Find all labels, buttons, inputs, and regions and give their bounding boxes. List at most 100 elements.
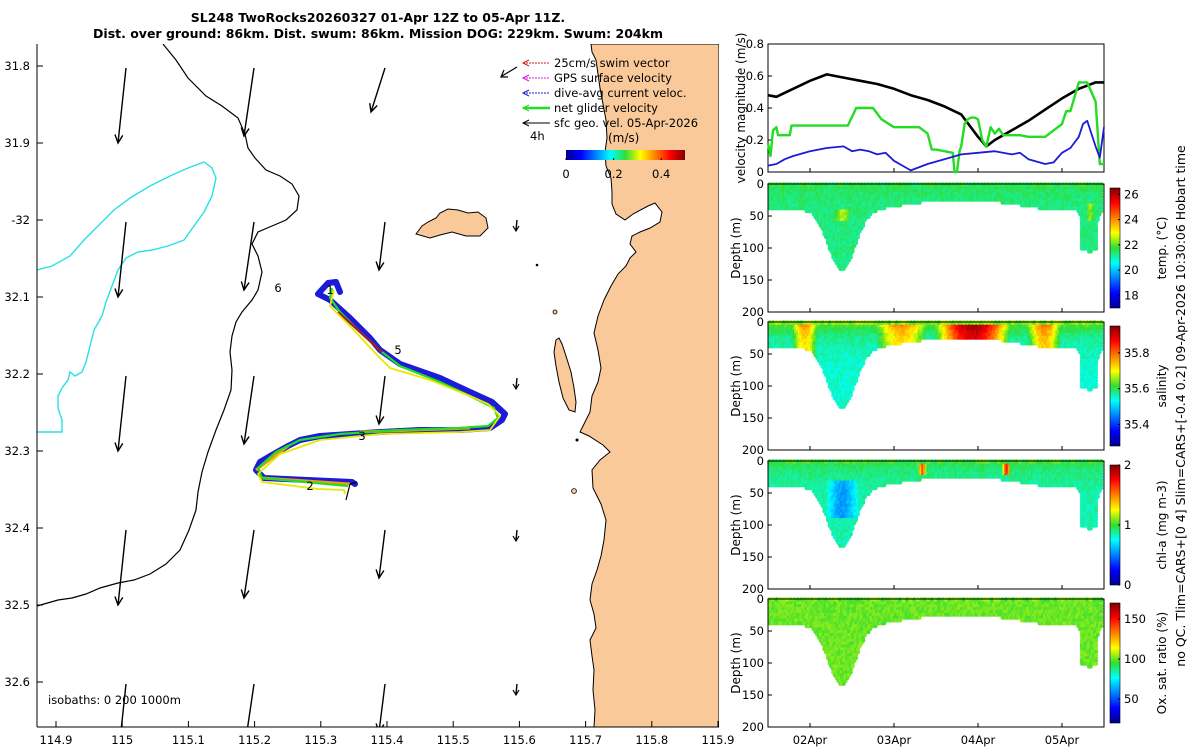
section-y-tick-label: 100 xyxy=(742,379,764,393)
section-point xyxy=(940,182,945,188)
section-y-tick-label: 100 xyxy=(742,241,764,255)
section-ylabel: Depth (m) xyxy=(729,355,743,416)
section-point xyxy=(820,182,825,188)
section-point xyxy=(827,182,833,188)
section-y-tick-label: 50 xyxy=(749,347,764,361)
surface-velocity-arrow xyxy=(114,67,127,145)
section-point xyxy=(1093,232,1099,237)
surface-velocity-arrow xyxy=(375,375,386,426)
islet xyxy=(575,438,579,442)
surface-velocity-arrow xyxy=(500,66,518,78)
map-y-tick-label: 31.9 xyxy=(4,136,30,150)
section-point xyxy=(943,182,949,188)
land-island-rottnest xyxy=(415,208,489,239)
section-point xyxy=(774,182,780,188)
section-point xyxy=(1070,182,1076,188)
velocity-axes-box xyxy=(767,43,1105,173)
section-point xyxy=(1021,182,1027,188)
track-day-label: 2 xyxy=(306,479,313,493)
section-point xyxy=(852,182,857,188)
section-colorbar-tick-label: 26 xyxy=(1124,187,1139,201)
section-point xyxy=(854,240,859,245)
section-point xyxy=(834,182,840,188)
map-x-ticks: 114.9 115 115.1 115.2 115.3 115.4 115.5 115.6 11… xyxy=(40,721,734,747)
section-point xyxy=(1098,320,1104,325)
map-x-tick-label: 115.2 xyxy=(238,733,271,747)
surface-velocity-arrow xyxy=(114,221,127,299)
section-point xyxy=(1084,182,1090,188)
surface-velocity-arrow xyxy=(515,683,518,695)
section-point xyxy=(936,182,942,188)
section-point xyxy=(996,182,1002,188)
section-point xyxy=(901,182,907,188)
section-point xyxy=(806,182,811,188)
legend-4h-label: 4h xyxy=(530,129,545,143)
section-point xyxy=(1024,182,1030,188)
isobath-label: isobaths: 0 200 1000m xyxy=(48,693,181,707)
section-point xyxy=(915,182,921,188)
section-point xyxy=(823,182,829,188)
section-point xyxy=(1099,194,1104,199)
map-y-tick-label: 31.8 xyxy=(4,59,30,73)
section-point xyxy=(869,182,875,188)
section-point xyxy=(1098,182,1104,188)
section-point xyxy=(855,235,861,240)
section-point xyxy=(1007,182,1012,188)
section-point xyxy=(1046,182,1051,188)
section-colorbar-tick-label: 35.8 xyxy=(1124,346,1150,360)
surface-velocity-arrow xyxy=(512,383,520,391)
section-point xyxy=(957,182,963,188)
surface-velocity-arrow xyxy=(515,529,518,541)
track-day-label: 5 xyxy=(394,343,401,357)
section-point xyxy=(770,182,776,188)
section-colorbar xyxy=(1109,325,1121,447)
section-point xyxy=(1093,226,1099,231)
islet xyxy=(552,309,558,315)
surface-velocity-arrow xyxy=(240,221,255,292)
map-x-tick-label: 114.9 xyxy=(40,733,73,747)
surface-velocity-arrow xyxy=(375,221,386,272)
section-point xyxy=(1077,182,1083,188)
legend-label: net glider velocity xyxy=(554,101,658,115)
section-point xyxy=(861,223,866,228)
section-point xyxy=(854,378,859,383)
colorbar-tick-label: 0.2 xyxy=(604,167,622,181)
section-point xyxy=(1035,182,1041,188)
colorbar-label: (m/s) xyxy=(608,131,639,145)
surface-velocity-arrow xyxy=(375,683,386,727)
velocity-y-tick-label: 0 xyxy=(757,165,764,179)
velocity-ylabel: velocity magnitude (m/s) xyxy=(734,33,748,184)
section-point xyxy=(894,182,900,188)
section-point xyxy=(1074,182,1079,188)
section-colorbar-label: temp. (°C) xyxy=(1155,217,1169,280)
track-day-label: 1 xyxy=(326,283,333,297)
section-point xyxy=(1088,182,1094,188)
section-point xyxy=(1053,182,1058,188)
surface-velocity-arrow xyxy=(375,529,386,580)
section-data-points xyxy=(767,320,1104,409)
section-colorbar-tick-label: 35.6 xyxy=(1124,382,1150,396)
section-point xyxy=(975,182,981,188)
velocity-series-sfc-geo-vel- xyxy=(767,73,1104,148)
section-point xyxy=(848,182,854,188)
section-point xyxy=(830,182,836,188)
map-y-tick-label: 32.6 xyxy=(4,675,30,689)
map-y-tick-label: 32.5 xyxy=(4,598,30,612)
map-y-tick-label: 32.2 xyxy=(4,367,30,381)
section-point xyxy=(1091,182,1097,188)
section-point xyxy=(850,387,855,392)
surface-velocity-arrow xyxy=(240,67,255,138)
section-point xyxy=(1099,188,1104,194)
section-point xyxy=(1095,182,1101,188)
map-x-tick-label: 115.1 xyxy=(172,733,205,747)
section-point xyxy=(855,182,861,188)
section-point xyxy=(848,255,853,260)
section-point xyxy=(1003,182,1009,188)
section-point xyxy=(873,182,878,188)
section-point xyxy=(1093,235,1099,240)
